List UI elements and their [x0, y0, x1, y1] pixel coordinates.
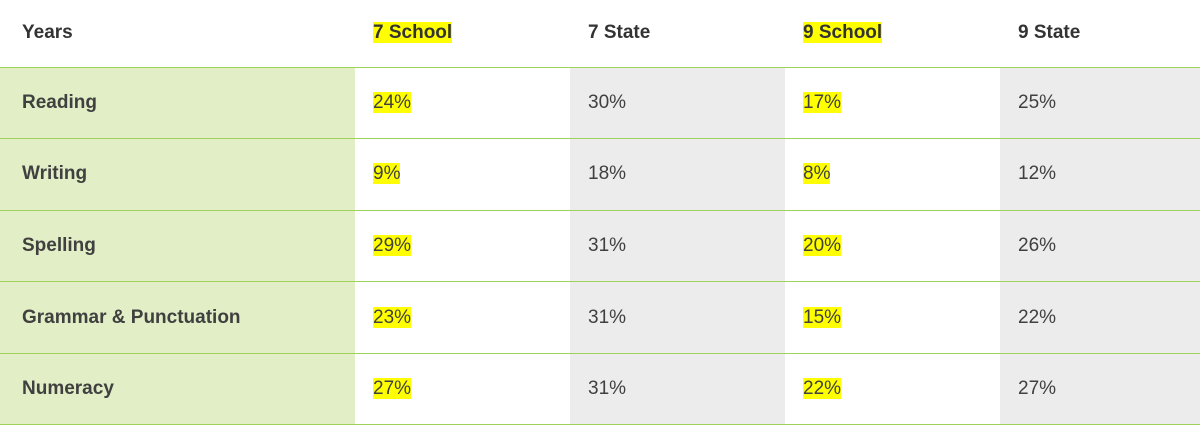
- value-cell: 31%: [570, 281, 785, 354]
- value: 22%: [803, 378, 842, 400]
- row-label: Reading: [22, 91, 97, 113]
- value: 31%: [588, 306, 627, 328]
- row-label-cell: Writing: [0, 138, 355, 211]
- value: 8%: [803, 163, 831, 185]
- value: 23%: [373, 306, 412, 328]
- value-cell: 17%: [785, 66, 1000, 140]
- header-text: Years: [22, 22, 73, 44]
- row-label: Grammar & Punctuation: [22, 306, 241, 328]
- value-cell: 24%: [355, 66, 570, 140]
- header-text: 7 School: [373, 22, 453, 44]
- table-row: Spelling 29% 31% 20% 26%: [0, 210, 1200, 283]
- value: 31%: [588, 378, 627, 400]
- value: 27%: [1018, 378, 1057, 400]
- value-cell: 12%: [1000, 138, 1200, 211]
- value: 25%: [1018, 91, 1057, 113]
- value: 15%: [803, 306, 842, 328]
- value-cell: 31%: [570, 353, 785, 425]
- row-label: Numeracy: [22, 378, 114, 400]
- table-row: Reading 24% 30% 17% 25%: [0, 66, 1200, 140]
- table-row: Grammar & Punctuation 23% 31% 15% 22%: [0, 281, 1200, 354]
- row-label-cell: Grammar & Punctuation: [0, 281, 355, 354]
- row-label: Writing: [22, 163, 88, 185]
- value: 26%: [1018, 234, 1057, 256]
- value-cell: 27%: [355, 353, 570, 425]
- value: 31%: [588, 234, 627, 256]
- value-cell: 9%: [355, 138, 570, 211]
- value: 17%: [803, 91, 842, 113]
- row-label: Spelling: [22, 234, 96, 256]
- row-label-cell: Spelling: [0, 210, 355, 283]
- value: 18%: [588, 163, 627, 185]
- value-cell: 22%: [1000, 281, 1200, 354]
- value: 30%: [588, 91, 627, 113]
- value-cell: 25%: [1000, 66, 1200, 140]
- value-cell: 31%: [570, 210, 785, 283]
- header-cell: 9 State: [1000, 0, 1200, 67]
- header-text: 9 School: [803, 22, 883, 44]
- value-cell: 18%: [570, 138, 785, 211]
- value: 24%: [373, 91, 412, 113]
- value-cell: 8%: [785, 138, 1000, 211]
- header-cell: Years: [0, 0, 355, 67]
- header-text: 9 State: [1018, 22, 1081, 44]
- table-row: Numeracy 27% 31% 22% 27%: [0, 353, 1200, 425]
- value: 9%: [373, 163, 401, 185]
- row-label-cell: Numeracy: [0, 353, 355, 425]
- value-cell: 26%: [1000, 210, 1200, 283]
- table-row: Writing 9% 18% 8% 12%: [0, 138, 1200, 211]
- value-cell: 22%: [785, 353, 1000, 425]
- value-cell: 20%: [785, 210, 1000, 283]
- value-cell: 27%: [1000, 353, 1200, 425]
- header-cell: 9 School: [785, 0, 1000, 67]
- value: 20%: [803, 234, 842, 256]
- value: 27%: [373, 378, 412, 400]
- row-label-cell: Reading: [0, 66, 355, 140]
- header-text: 7 State: [588, 22, 651, 44]
- value: 12%: [1018, 163, 1057, 185]
- value-cell: 23%: [355, 281, 570, 354]
- value-cell: 30%: [570, 66, 785, 140]
- header-row: Years 7 School 7 State 9 School 9 State: [0, 0, 1200, 67]
- header-cell: 7 School: [355, 0, 570, 67]
- value-cell: 15%: [785, 281, 1000, 354]
- header-cell: 7 State: [570, 0, 785, 67]
- value-cell: 29%: [355, 210, 570, 283]
- value: 29%: [373, 234, 412, 256]
- value: 22%: [1018, 306, 1057, 328]
